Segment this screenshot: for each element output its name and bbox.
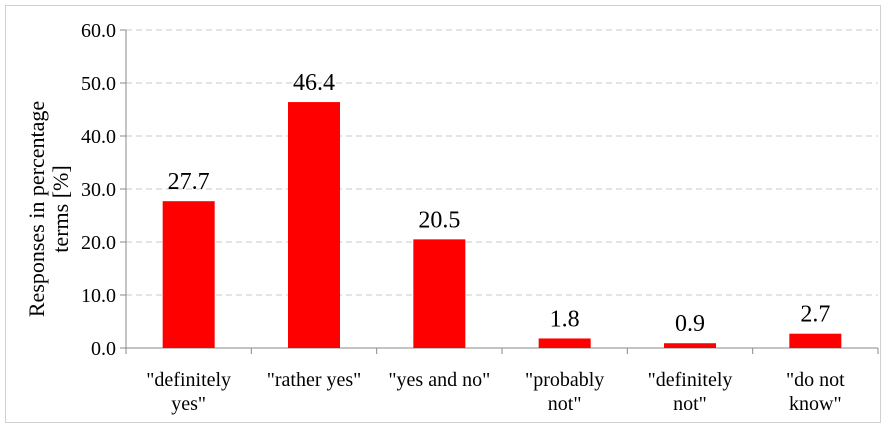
x-category-label: not" — [548, 393, 582, 415]
x-category-label: not" — [673, 393, 707, 415]
y-tick-label: 20.0 — [81, 232, 116, 254]
data-labels: 27.7 46.4 20.5 1.8 0.9 2.7 — [168, 70, 831, 337]
bar — [789, 333, 842, 348]
y-tick-label: 50.0 — [81, 73, 116, 95]
y-tick-label: 0.0 — [91, 338, 116, 360]
bar — [664, 343, 716, 348]
x-category-label: "definitely — [146, 369, 231, 391]
bar — [288, 102, 340, 348]
y-tick-label: 40.0 — [81, 126, 116, 148]
x-category-label: "definitely — [648, 369, 733, 391]
x-category-label: yes" — [171, 393, 206, 415]
y-tick-labels: 0.0 10.0 20.0 30.0 40.0 50.0 60.0 — [81, 20, 116, 360]
y-tick-label: 10.0 — [81, 285, 116, 307]
x-category-label: know" — [789, 393, 842, 415]
y-axis-title: Responses in percentage terms [%] — [24, 101, 73, 317]
x-category-label: "rather yes" — [267, 369, 362, 391]
data-label: 27.7 — [168, 169, 210, 195]
bar — [162, 201, 215, 348]
data-label: 46.4 — [293, 70, 335, 96]
data-label: 1.8 — [550, 306, 580, 332]
data-label: 20.5 — [418, 207, 460, 233]
y-axis-title-line: Responses in percentage — [24, 101, 49, 317]
y-axis-title-line: terms [%] — [48, 165, 73, 252]
bars — [162, 102, 842, 348]
x-category-label: "probably — [525, 369, 604, 391]
bar — [413, 239, 466, 348]
gridlines — [126, 29, 878, 296]
bar — [538, 338, 591, 348]
y-tick-label: 60.0 — [81, 20, 116, 42]
data-label: 2.7 — [800, 302, 830, 328]
chart-frame — [5, 5, 881, 423]
data-label: 0.9 — [675, 311, 705, 337]
x-category-label: "yes and no" — [388, 369, 490, 391]
y-tick-label: 30.0 — [81, 179, 116, 201]
x-category-label: "do not — [786, 369, 845, 391]
axes — [120, 29, 879, 354]
